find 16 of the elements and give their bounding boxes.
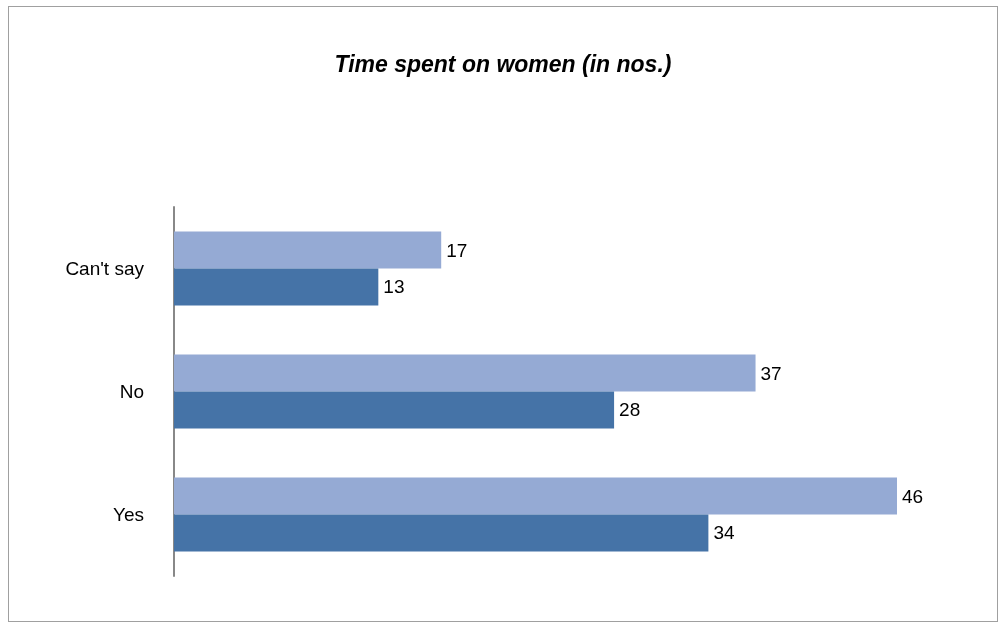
bar: [174, 268, 379, 306]
y-tick-label: Yes: [113, 504, 144, 525]
bar: [174, 477, 897, 515]
data-label: 37: [760, 362, 782, 384]
y-tick-label: No: [119, 381, 144, 402]
bar: [174, 231, 442, 269]
data-label: 28: [619, 399, 641, 421]
y-tick-label: Can't say: [65, 258, 145, 279]
bar: [174, 354, 756, 392]
bar: [174, 514, 709, 552]
data-label: 13: [383, 276, 405, 298]
data-label: 46: [902, 485, 924, 507]
bar: [174, 391, 615, 429]
chart-title: Time spent on women (in nos.): [334, 50, 672, 77]
data-label: 34: [713, 522, 735, 544]
data-label: 17: [446, 239, 468, 261]
